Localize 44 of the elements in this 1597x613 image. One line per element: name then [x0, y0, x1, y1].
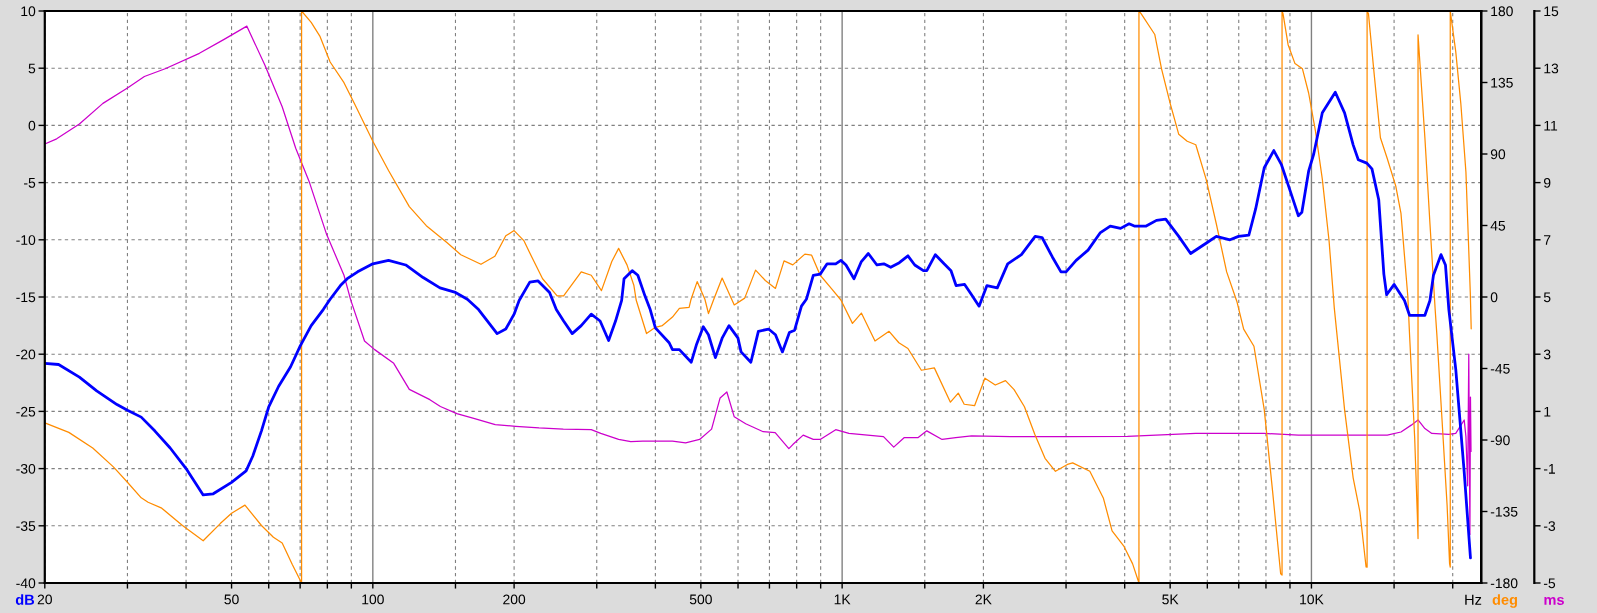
y-tick-label: -15 [16, 292, 36, 303]
x-tick-label: 20 [37, 594, 52, 605]
y-tick-label: 0 [28, 120, 36, 131]
x-tick-label: 500 [689, 594, 712, 605]
y-tick-label: 10 [21, 6, 36, 17]
y3-tick-label: 9 [1543, 177, 1551, 188]
y3-tick-label: 1 [1544, 406, 1551, 417]
x-tick-label: 1K [834, 594, 851, 605]
y3-tick-label: 15 [1544, 6, 1559, 17]
y-tick-label: -20 [16, 349, 36, 360]
x-tick-label: 50 [224, 594, 239, 605]
y-tick-label: -5 [24, 178, 36, 188]
y3-tick-label: 11 [1544, 120, 1558, 131]
y2-tick-label: 45 [1490, 220, 1506, 231]
y-tick-label: -30 [16, 463, 36, 474]
y2-axis-title: deg [1492, 594, 1517, 608]
y2-tick-label: 135 [1491, 77, 1513, 88]
x-axis-title: Hz [1465, 594, 1482, 605]
y2-tick-label: -45 [1490, 363, 1510, 374]
y3-tick-label: -5 [1543, 578, 1556, 589]
y2-tick-label: -90 [1490, 435, 1510, 446]
x-tick-label: 200 [503, 594, 526, 605]
y2-tick-label: 90 [1490, 149, 1506, 160]
y3-tick-label: -3 [1543, 521, 1556, 531]
y2-tick-label: 180 [1491, 6, 1513, 17]
x-tick-label: 2K [975, 594, 992, 605]
y-tick-label: 5 [28, 63, 36, 74]
y3-axis-title: ms [1544, 596, 1564, 605]
y3-tick-label: 3 [1543, 349, 1551, 360]
y3-tick-label: -1 [1543, 464, 1555, 474]
y2-tick-label: -135 [1490, 506, 1518, 517]
x-tick-label: 100 [362, 594, 384, 605]
y-tick-label: -10 [16, 235, 36, 245]
y-tick-label: -40 [16, 578, 36, 589]
y3-tick-label: 7 [1544, 235, 1551, 245]
y-tick-label: -35 [16, 521, 36, 531]
y3-tick-label: 5 [1543, 292, 1551, 303]
y-axis-title: dB [15, 594, 35, 605]
y2-tick-label: 0 [1490, 292, 1498, 303]
y-tick-label: -25 [16, 406, 36, 417]
x-tick-label: 10K [1300, 594, 1324, 605]
x-tick-label: 5K [1162, 594, 1179, 605]
y2-tick-label: -180 [1490, 578, 1518, 589]
y3-tick-label: 13 [1544, 63, 1559, 74]
